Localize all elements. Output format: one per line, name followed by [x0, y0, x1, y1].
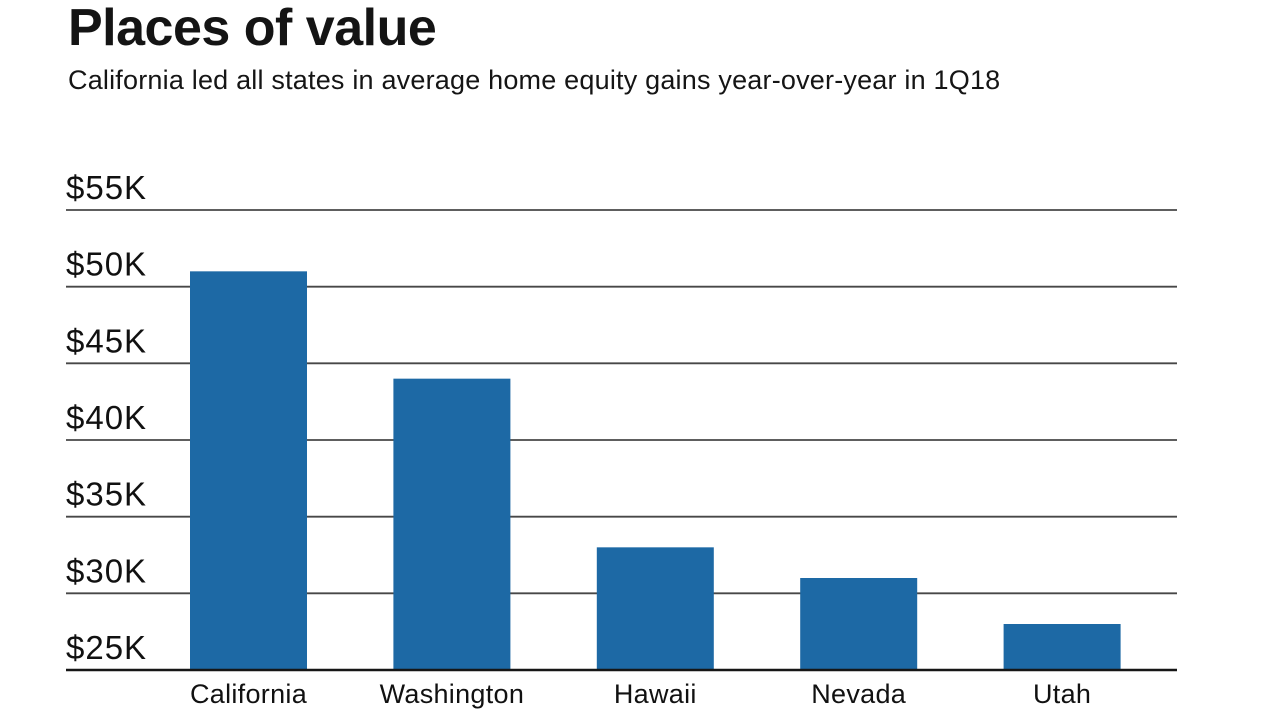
- x-tick-label-california: California: [190, 679, 308, 709]
- x-tick-label-nevada: Nevada: [811, 679, 907, 709]
- y-tick-label--30k: $30K: [66, 552, 147, 589]
- bar-hawaii: [596, 547, 714, 670]
- bar-california: [190, 271, 307, 670]
- x-tick-label-utah: Utah: [1033, 679, 1091, 709]
- x-tick-label-washington: Washington: [380, 679, 525, 709]
- y-tick-label--45k: $45K: [66, 322, 147, 359]
- bar-utah: [1003, 624, 1121, 670]
- x-tick-label-hawaii: Hawaii: [614, 679, 697, 709]
- y-tick-label--50k: $50K: [66, 246, 147, 283]
- y-tick-label--35k: $35K: [66, 476, 147, 513]
- y-tick-label--25k: $25K: [66, 629, 147, 666]
- bar-nevada: [800, 578, 918, 670]
- y-tick-label--40k: $40K: [66, 399, 147, 436]
- y-tick-label--55k: $55K: [66, 169, 147, 206]
- chart-title: Places of value: [68, 0, 437, 57]
- chart-subtitle: California led all states in average hom…: [68, 65, 1001, 95]
- bar-washington: [393, 378, 511, 670]
